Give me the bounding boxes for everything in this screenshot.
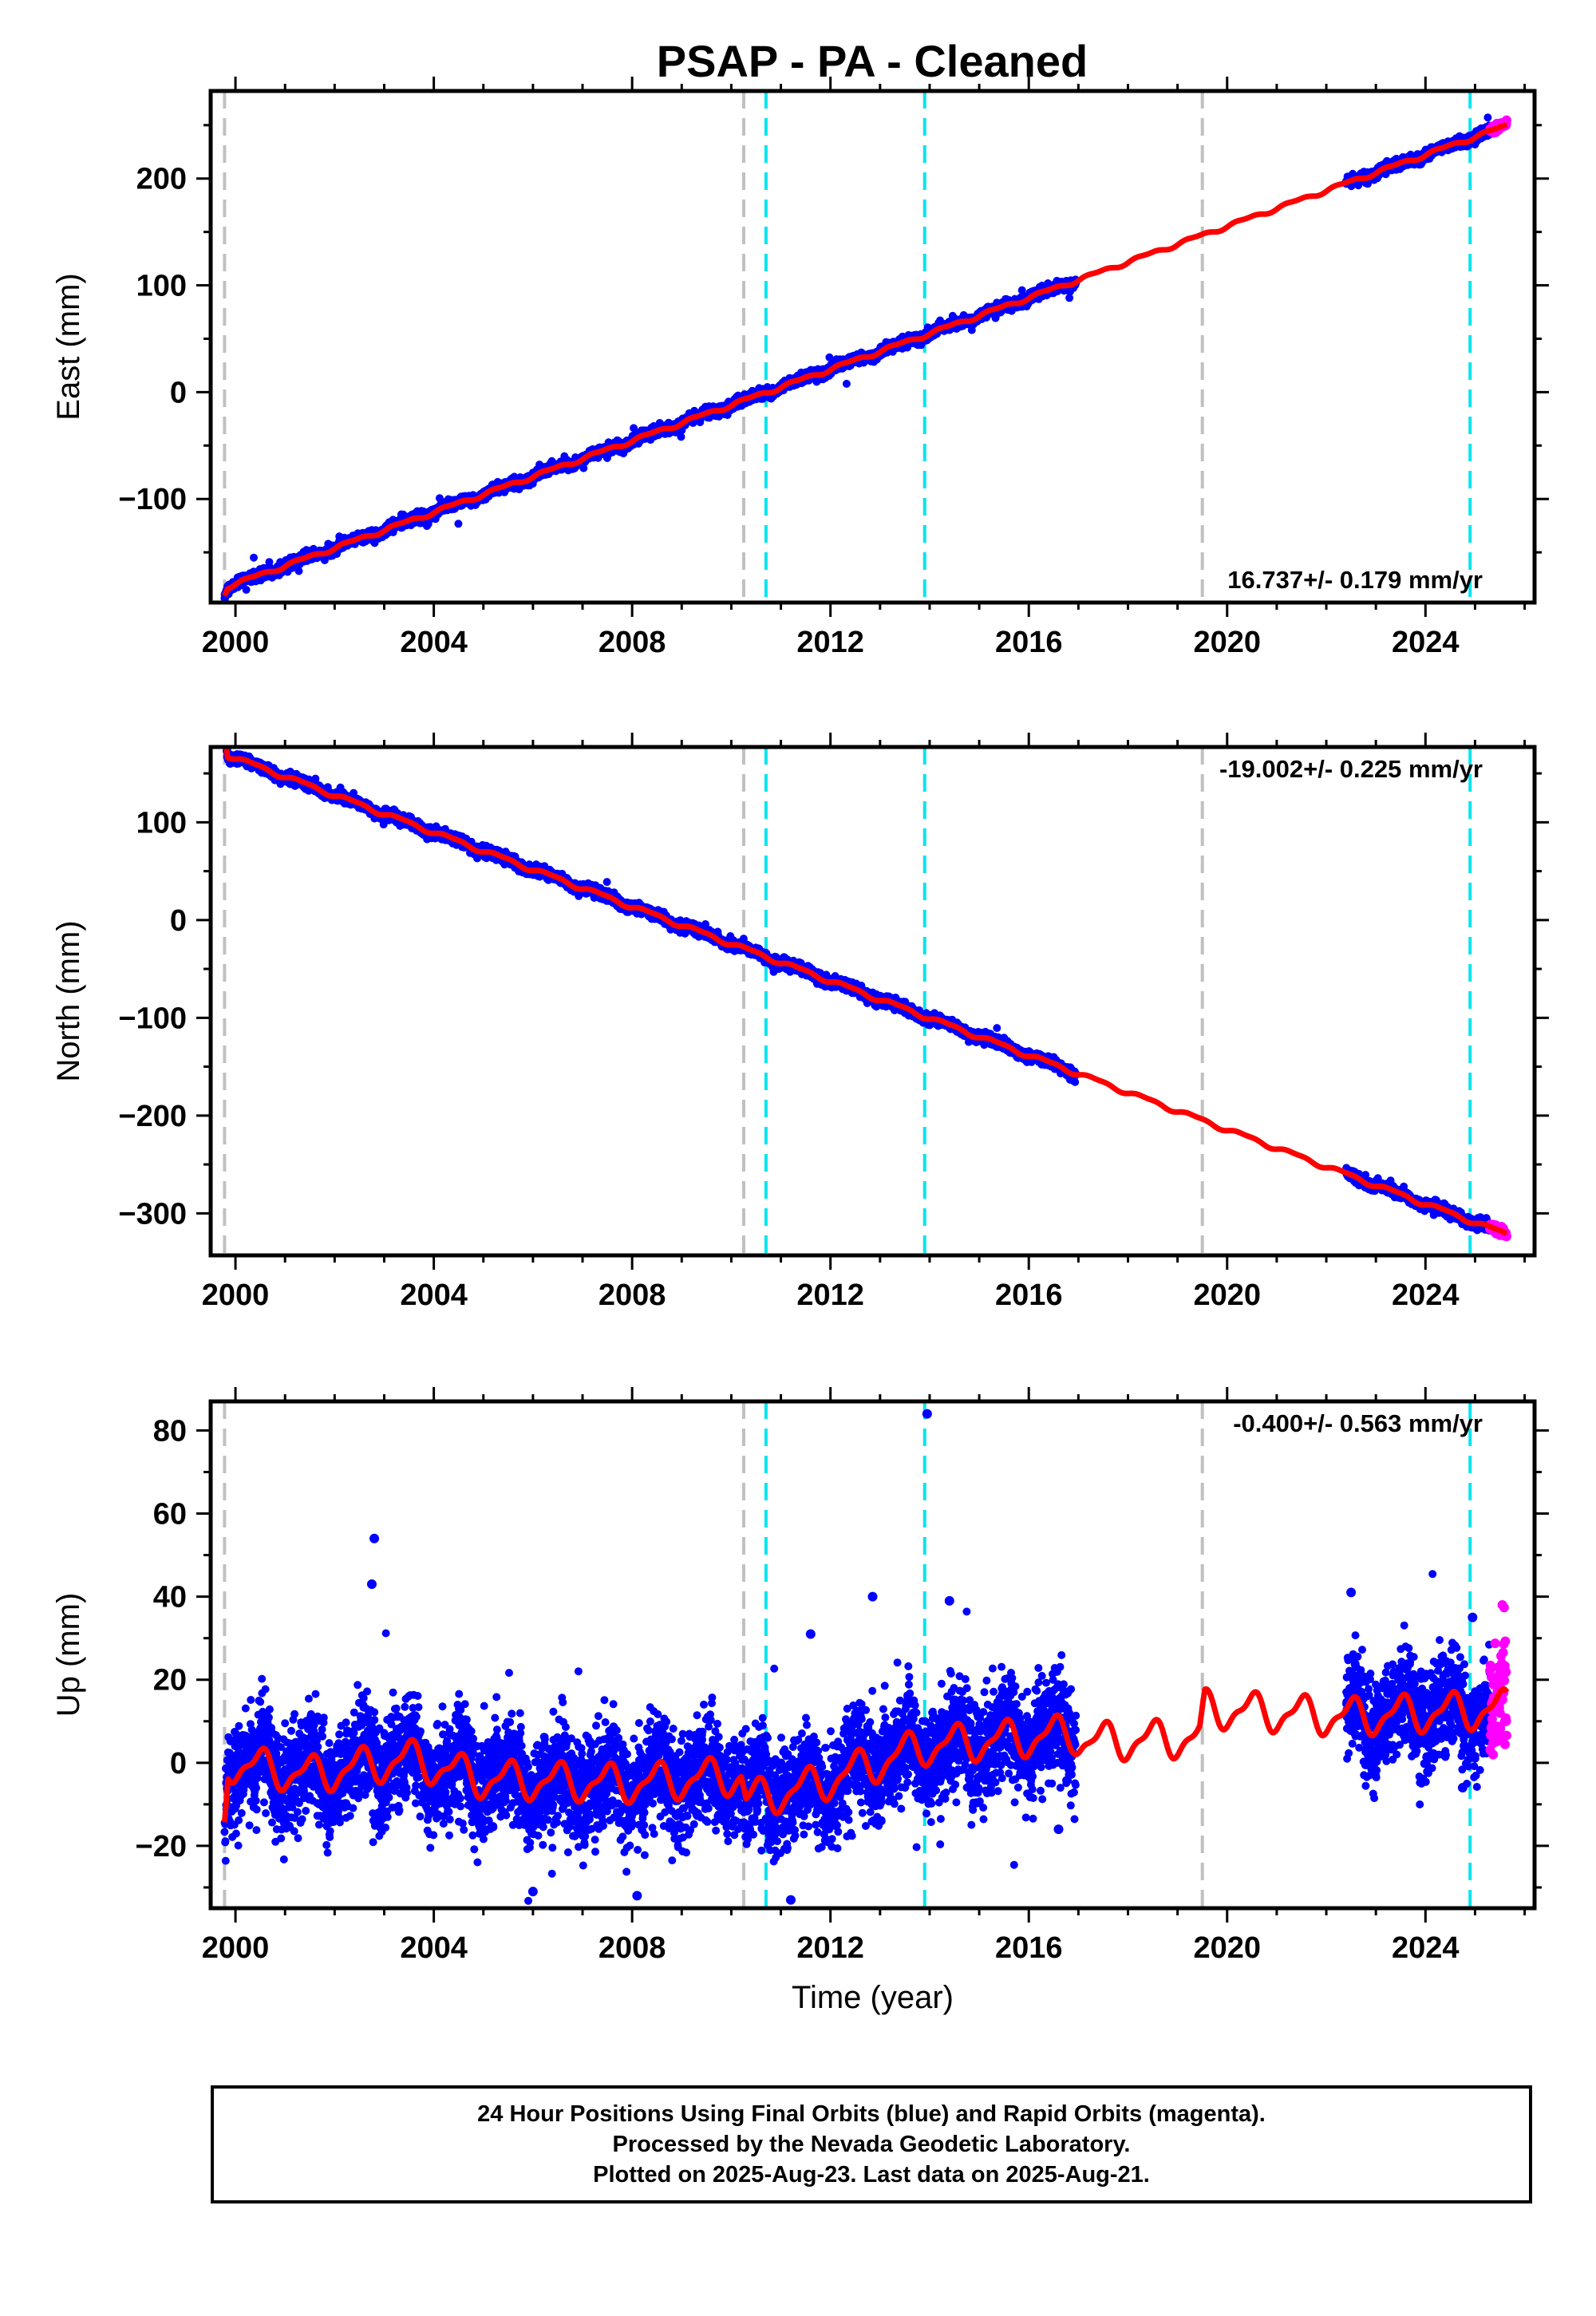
y-tick-label: 100 bbox=[136, 806, 187, 840]
panel-up: 2000 2004 2008 2012 2016 2020 2024 −20 0 20 40 60 80… bbox=[51, 1387, 1549, 2022]
x-tick-label: 2012 bbox=[796, 1931, 864, 1965]
y-tick-label: 0 bbox=[170, 376, 187, 409]
y-tick-label: −100 bbox=[118, 483, 187, 516]
x-tick-label: 2016 bbox=[995, 1279, 1063, 1312]
plot-area-up bbox=[220, 1401, 1511, 2022]
y-tick-label: −100 bbox=[118, 1002, 187, 1035]
footer-line-processed: Processed by the Nevada Geodetic Laborat… bbox=[613, 2129, 1131, 2160]
panel-east: 2000 2004 2008 2012 2016 2020 2024 −100 0 100 200 E… bbox=[51, 77, 1549, 659]
x-tick-label: 2004 bbox=[400, 1931, 468, 1965]
x-axis-label: Time (year) bbox=[792, 1980, 954, 2015]
y-tick-label: −20 bbox=[136, 1830, 187, 1863]
footer-line-plotted: Plotted on 2025-Aug-23. Last data on 202… bbox=[593, 2160, 1150, 2190]
final-orbit-points bbox=[220, 1409, 1494, 2023]
y-tick-label: −300 bbox=[118, 1197, 187, 1231]
x-tick-label: 2024 bbox=[1392, 1279, 1460, 1312]
footer-line-orbits: 24 Hour Positions Using Final Orbits (bl… bbox=[477, 2099, 1266, 2129]
plot-area-north bbox=[220, 725, 1511, 1255]
y-tick-label: 40 bbox=[153, 1581, 187, 1614]
x-tick-label: 2008 bbox=[598, 1279, 666, 1312]
rate-label: -19.002+/- 0.225 mm/yr bbox=[1219, 755, 1483, 783]
panels: 2000 2004 2008 2012 2016 2020 2024−1000100200E… bbox=[51, 77, 1549, 2022]
x-tick-label: 2000 bbox=[202, 1279, 270, 1312]
plot-area-east bbox=[220, 91, 1511, 603]
figure-title: PSAP - PA - Cleaned bbox=[657, 36, 1088, 86]
rapid-orbit-points bbox=[1485, 1600, 1511, 1760]
panel-frame bbox=[211, 1401, 1535, 1908]
x-tick-label: 2024 bbox=[1392, 1931, 1460, 1965]
y-axis-label: East (mm) bbox=[51, 273, 86, 420]
rate-label: 16.737+/- 0.179 mm/yr bbox=[1227, 566, 1483, 594]
y-axis-label: North (mm) bbox=[51, 920, 86, 1081]
x-tick-label: 2016 bbox=[995, 626, 1063, 659]
y-tick-label: 200 bbox=[136, 163, 187, 196]
rate-label: -0.400+/- 0.563 mm/yr bbox=[1233, 1409, 1483, 1437]
x-tick-label: 2020 bbox=[1193, 1931, 1261, 1965]
y-tick-label: −200 bbox=[118, 1100, 187, 1133]
y-tick-label: 0 bbox=[170, 1747, 187, 1780]
panel-north: 2000 2004 2008 2012 2016 2020 2024 −300 −200 −100… bbox=[51, 725, 1549, 1312]
y-tick-label: 20 bbox=[153, 1664, 187, 1697]
x-tick-label: 2024 bbox=[1392, 626, 1460, 659]
y-tick-label: 80 bbox=[153, 1414, 187, 1448]
y-tick-label: 0 bbox=[170, 904, 187, 938]
y-tick-label: 100 bbox=[136, 270, 187, 303]
x-tick-label: 2020 bbox=[1193, 626, 1261, 659]
x-tick-label: 2012 bbox=[796, 1279, 864, 1312]
x-tick-label: 2016 bbox=[995, 1931, 1063, 1965]
footer-box: 24 Hour Positions Using Final Orbits (bl… bbox=[211, 2085, 1532, 2203]
x-tick-label: 2008 bbox=[598, 1931, 666, 1965]
x-tick-label: 2000 bbox=[202, 626, 270, 659]
x-tick-label: 2000 bbox=[202, 1931, 270, 1965]
x-tick-label: 2004 bbox=[400, 1279, 468, 1312]
y-axis-label: Up (mm) bbox=[51, 1593, 86, 1717]
x-tick-label: 2008 bbox=[598, 626, 666, 659]
y-tick-label: 60 bbox=[153, 1498, 187, 1531]
x-tick-label: 2004 bbox=[400, 626, 468, 659]
x-tick-label: 2020 bbox=[1193, 1279, 1261, 1312]
x-tick-label: 2012 bbox=[796, 626, 864, 659]
model-fit-line bbox=[224, 729, 1507, 1234]
